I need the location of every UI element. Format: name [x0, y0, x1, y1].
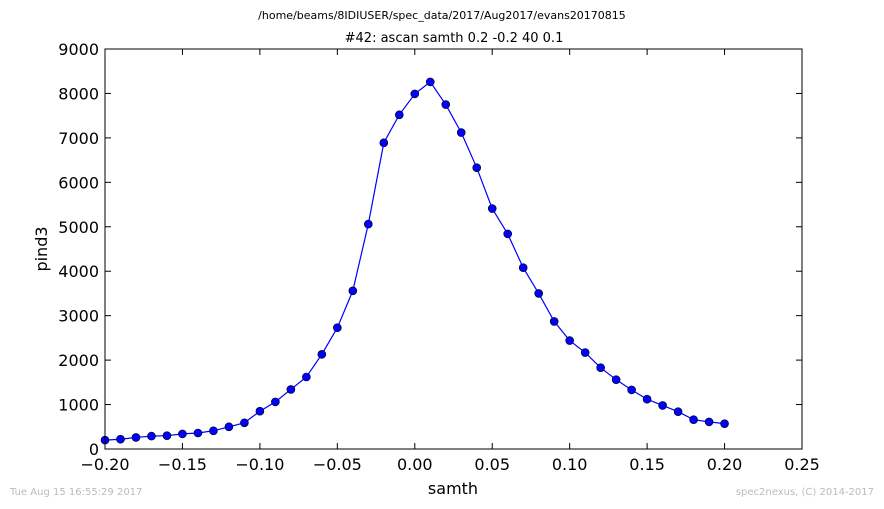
data-point [658, 401, 667, 410]
data-point [116, 434, 125, 444]
y-tick-label: 1000 [58, 396, 99, 415]
x-tick-label: −0.20 [80, 455, 129, 474]
data-point [689, 415, 698, 424]
data-point [673, 407, 683, 416]
data-point [627, 385, 636, 395]
y-tick-label: 6000 [58, 173, 99, 192]
figure-suptitle: /home/beams/8IDIUSER/spec_data/2017/Aug2… [258, 9, 626, 22]
y-tick-label: 5000 [58, 218, 99, 237]
x-tick-label: 0.20 [707, 455, 743, 474]
data-point [209, 426, 218, 436]
plot-area [100, 77, 729, 445]
data-point [240, 418, 249, 428]
data-point [162, 431, 172, 440]
data-point [224, 422, 234, 432]
data-point [147, 431, 156, 441]
data-point [193, 428, 203, 438]
data-point [503, 229, 513, 239]
data-point [549, 317, 559, 326]
x-tick-label: 0.00 [397, 455, 433, 474]
y-axis-ticks: 0 1000 2000 3000 4000 5000 6000 7000 8000 9000 [58, 40, 802, 459]
y-tick-label: 7000 [58, 129, 99, 148]
y-tick-label: 8000 [58, 84, 99, 103]
data-point [596, 363, 605, 372]
data-point [565, 336, 574, 345]
y-tick-label: 2000 [58, 351, 99, 370]
y-axis-label: pind3 [32, 226, 51, 271]
x-tick-label: 0.10 [552, 455, 588, 474]
data-point [487, 204, 497, 213]
y-tick-label: 4000 [58, 262, 99, 281]
data-point [425, 77, 435, 87]
y-tick-label: 9000 [58, 40, 99, 59]
data-point [472, 163, 482, 172]
data-point [317, 350, 327, 359]
data-point [333, 323, 342, 332]
y-tick-label: 0 [89, 440, 99, 459]
x-tick-label: 0.15 [629, 455, 665, 474]
data-point [255, 406, 265, 416]
data-point [642, 394, 652, 404]
data-point [271, 397, 280, 407]
data-point [580, 348, 590, 357]
x-tick-label: −0.10 [235, 455, 284, 474]
data-point [704, 417, 714, 427]
data-point [302, 372, 311, 382]
x-tick-label: −0.15 [158, 455, 207, 474]
data-point [720, 419, 729, 428]
footer-timestamp: Tue Aug 15 16:55:29 2017 [10, 487, 143, 498]
data-point [410, 89, 420, 99]
x-axis-label: samth [428, 479, 478, 498]
data-point [379, 138, 389, 148]
chart-title: #42: ascan samth 0.2 -0.2 40 0.1 [345, 31, 564, 46]
y-tick-label: 3000 [58, 307, 99, 326]
data-point [178, 429, 187, 439]
data-point [348, 286, 358, 296]
data-point [286, 385, 296, 394]
x-tick-label: 0.05 [474, 455, 510, 474]
data-point [394, 110, 404, 120]
data-point [611, 375, 621, 384]
data-point [441, 100, 451, 109]
footer-credit: spec2nexus, (C) 2014-2017 [735, 487, 874, 498]
data-point [131, 433, 141, 442]
data-point [364, 219, 373, 229]
axes-frame [104, 48, 803, 450]
x-tick-label: −0.05 [313, 455, 362, 474]
data-point [534, 289, 543, 298]
data-point [518, 263, 528, 272]
data-point [456, 128, 466, 137]
x-tick-label: 0.25 [784, 455, 820, 474]
